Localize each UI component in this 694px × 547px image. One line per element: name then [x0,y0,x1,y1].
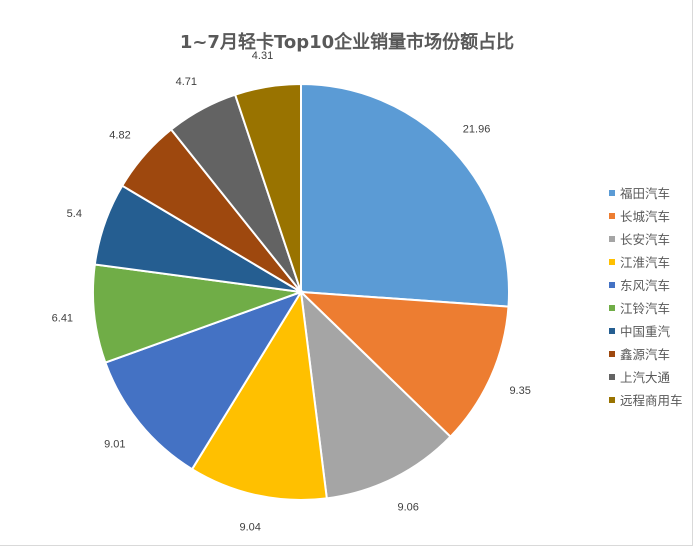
data-label: 4.71 [176,76,197,88]
legend-swatch-icon [609,373,615,380]
legend-label: 东风汽车 [620,278,671,293]
pie-slice [233,82,302,293]
legend: 福田汽车长城汽车长安汽车江淮汽车东风汽车江铃汽车中国重汽鑫源汽车上汽大通远程商用… [609,181,683,411]
legend-label: 福田汽车 [620,186,671,201]
legend-item: 鑫源汽车 [609,342,683,365]
legend-swatch-icon [609,258,615,265]
pie-slice [299,289,452,500]
legend-item: 江铃汽车 [609,296,683,319]
pie-slice [300,82,510,308]
chart-title: 1~7月轻卡Top10企业销量市场份额占比 [179,32,515,53]
legend-swatch-icon [609,235,615,242]
data-label: 4.31 [252,50,273,62]
data-labels: 21.96 9.35 9.06 9.04 9.01 6.41 5.4 4.82 4.71 4.31 [52,50,531,533]
pie-slice [104,290,304,471]
legend-item: 福田汽车 [609,181,683,204]
pie-slice [92,263,302,364]
pie-slice [298,290,510,439]
data-label: 5.4 [67,208,82,220]
legend-swatch-icon [609,327,615,334]
legend-label: 江淮汽车 [620,255,671,270]
data-label: 9.04 [239,522,260,534]
legend-label: 鑫源汽车 [620,347,671,362]
legend-swatch-icon [609,396,615,403]
data-label: 6.41 [52,313,73,325]
legend-label: 远程商用车 [620,393,683,408]
legend-swatch-icon [609,212,615,219]
legend-item: 长安汽车 [609,227,683,250]
data-label: 9.01 [104,438,125,450]
legend-label: 中国重汽 [620,324,671,339]
legend-item: 远程商用车 [609,388,683,411]
legend-item: 东风汽车 [609,273,683,296]
legend-label: 长城汽车 [620,209,671,224]
data-label: 9.06 [397,502,418,514]
legend-item: 江淮汽车 [609,250,683,273]
legend-item: 长城汽车 [609,204,683,227]
legend-swatch-icon [609,304,615,311]
data-label: 4.82 [109,129,130,141]
pie-slices [92,82,510,501]
legend-label: 长安汽车 [620,232,671,247]
data-label: 21.96 [463,123,491,135]
data-label: 9.35 [509,385,530,397]
legend-item: 上汽大通 [609,365,683,388]
legend-swatch-icon [609,281,615,288]
legend-swatch-icon [609,189,615,196]
legend-label: 上汽大通 [620,370,671,385]
pie-slice [190,289,328,501]
legend-item: 中国重汽 [609,319,683,342]
legend-label: 江铃汽车 [620,301,671,316]
legend-swatch-icon [609,350,615,357]
